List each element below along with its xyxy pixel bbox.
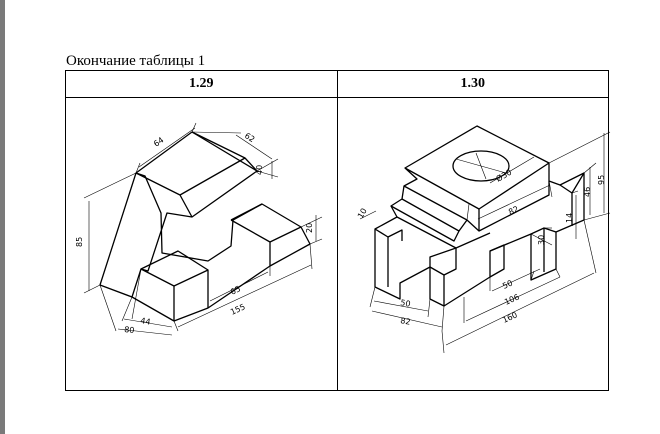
dimension-line [359,210,376,220]
extension-line [191,131,242,134]
part-edge [428,247,456,267]
extension-line [441,305,444,332]
extension-line [369,286,375,308]
dim-label: Ø30 [494,167,513,184]
extension-line [555,268,560,278]
dim-label: 64 [152,135,166,148]
extension-line [300,216,323,228]
extension-line [83,284,101,294]
extension-line [548,180,552,198]
dimension-line [138,127,196,168]
cell-1-29: 85 64 62 40 20 65 155 44 80 [65,97,338,391]
dim-label: 155 [229,302,247,317]
part-edge [530,227,545,272]
dimension-line [489,156,534,184]
part-edge [135,172,193,218]
part-outline-1-29 [99,131,311,322]
dim-label: 62 [243,131,256,144]
dim-label: 106 [503,292,521,306]
part-edge [140,250,209,271]
dimension-line [491,268,540,292]
part-edge [543,227,556,233]
dimension-line [235,134,273,160]
extension-line [191,122,197,133]
dim-label: 40 [255,165,264,175]
extension-line [131,268,142,320]
extension-line [548,131,610,164]
dim-label: 160 [501,310,519,324]
hole-outline [451,150,510,182]
extension-line [530,270,534,281]
extension-line [427,298,430,318]
part-edge [374,228,389,287]
extension-line [571,190,578,194]
dim-label: 30 [537,235,546,245]
column-header-1-29: 1.29 [65,70,338,98]
dimension-line [209,271,269,302]
centerline [475,152,486,180]
extension-line [99,284,117,332]
dim-label: 50 [399,298,411,309]
extension-line [309,238,323,245]
exercise-table: 1.29 1.30 [65,70,610,391]
dim-label: 20 [305,223,314,233]
cell-1-30: Ø30 10 82 30 14 46 95 50 82 50 106 160 [336,97,610,391]
extension-line [583,212,610,221]
dim-label: 82 [507,204,520,216]
extension-line [256,170,279,178]
dimension-line [371,310,442,328]
part-edge [443,248,457,276]
drawing-row: 85 64 62 40 20 65 155 44 80 [65,97,610,391]
dimension-line [477,184,550,220]
part-edge [387,229,403,241]
dimension-line [117,328,173,336]
dimension-line [177,264,312,328]
extension-line [83,172,137,199]
dim-label: 82 [399,316,411,327]
part-edge [390,205,460,242]
extension-line [583,219,596,274]
part-edge [230,203,263,221]
part-edge [173,269,209,308]
dim-label: 65 [229,284,242,297]
part-edge [140,268,175,321]
dim-label: 14 [565,213,574,223]
extension-line [441,330,444,354]
dimension-line [445,272,594,346]
header-row: 1.29 1.30 [65,70,609,98]
extension-line [173,320,179,332]
drawing-1-30: Ø30 10 82 30 14 46 95 50 82 50 106 160 [355,125,610,354]
dim-label: 95 [597,175,606,185]
dim-label: 46 [583,187,592,197]
part-edge [191,131,246,159]
table-caption: Окончание таблицы 1 [66,53,206,69]
part-edge [489,244,505,278]
part-outline-1-30 [373,125,585,307]
dim-label: 85 [75,237,84,247]
dim-label: 10 [355,207,368,220]
extension-line [309,243,313,270]
extension-line [135,162,141,174]
dimension-line [373,300,428,312]
dim-label: 80 [124,325,135,335]
part-edge [269,226,302,243]
part-edge [403,181,550,232]
column-header-1-30: 1.30 [336,70,609,98]
dimension-line [123,318,173,328]
part-edge [230,219,271,266]
extension-line [466,203,469,221]
dim-label: 44 [140,316,152,327]
extension-line [121,296,133,322]
dimension-line [465,276,560,322]
drawing-1-29: 85 64 62 40 20 65 155 44 80 [75,122,323,336]
extension-line [256,158,279,172]
left-edge-bar [0,0,5,434]
dim-label: 50 [501,278,514,290]
dimension-line [530,233,552,246]
